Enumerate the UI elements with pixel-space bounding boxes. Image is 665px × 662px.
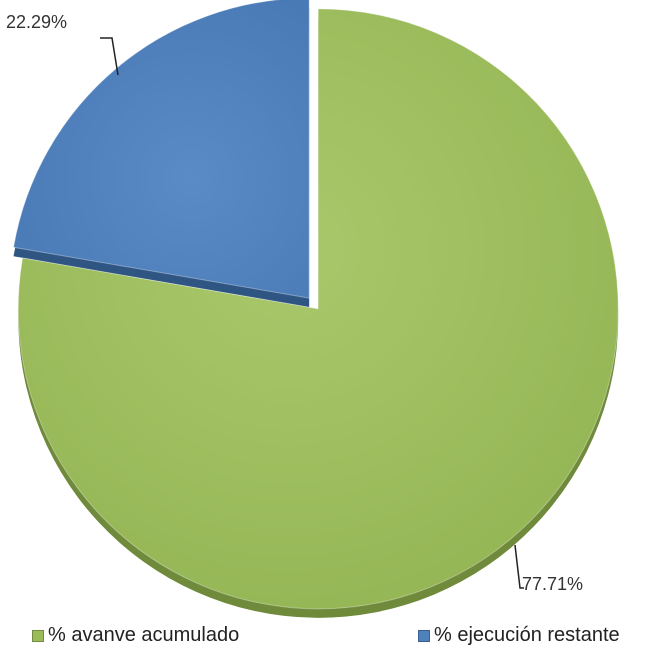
legend-swatch-1 xyxy=(418,629,430,642)
data-label-1: 22.29% xyxy=(6,12,67,32)
pie-slice-0 xyxy=(17,8,619,610)
leader-line-1 xyxy=(100,37,119,76)
data-label-0: 77.71% xyxy=(522,574,583,594)
pie-slice-1 xyxy=(12,0,310,299)
chart-legend: % avanve acumulado % ejecución restante xyxy=(0,624,665,654)
leader-line-0 xyxy=(514,544,524,589)
legend-swatch-0 xyxy=(32,629,44,642)
legend-item-0: % avanve acumulado xyxy=(32,624,239,647)
legend-label-1: % ejecución restante xyxy=(434,624,620,646)
legend-label-0: % avanve acumulado xyxy=(48,624,240,646)
legend-item-1: % ejecución restante xyxy=(418,624,620,647)
